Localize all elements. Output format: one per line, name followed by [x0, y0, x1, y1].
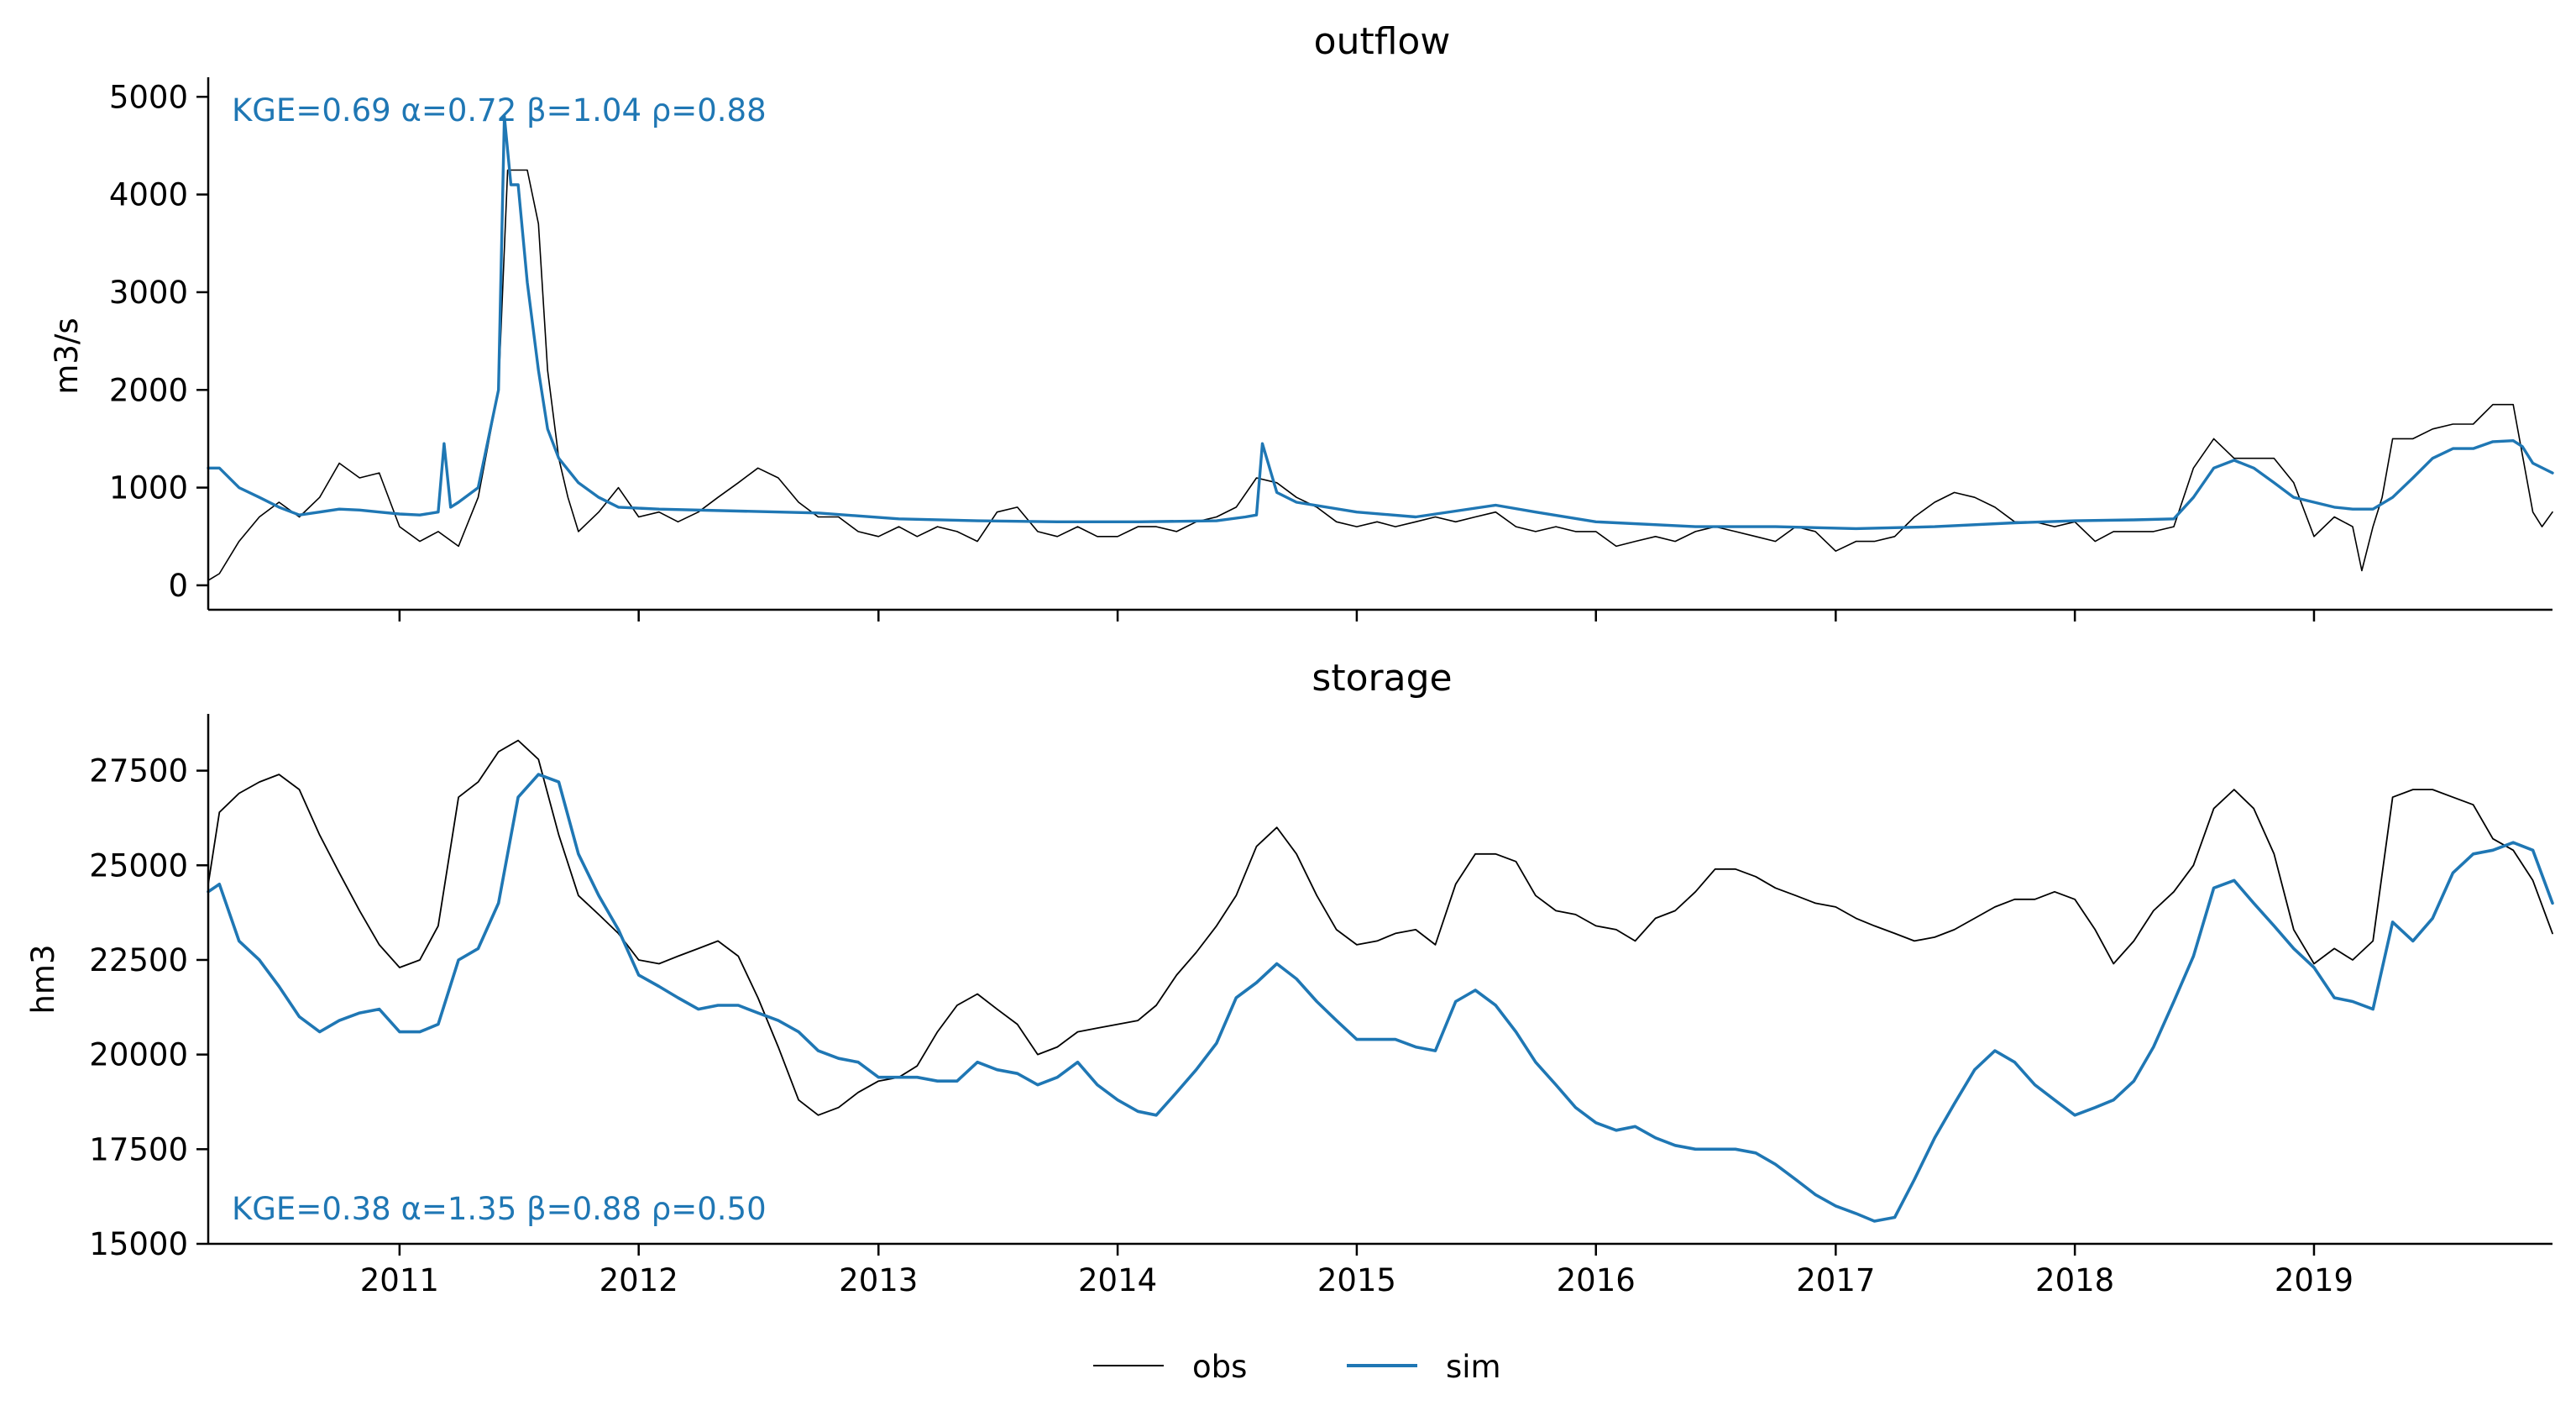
storage-y-ticks: 15000 17500 20000 22500 25000 27500	[89, 753, 208, 1262]
storage-y-tick-label: 15000	[89, 1226, 188, 1262]
storage-x-tick-label: 2013	[839, 1262, 918, 1298]
storage-y-tick-label: 20000	[89, 1037, 188, 1073]
outflow-y-axis-label: m3/s	[49, 317, 85, 394]
storage-y-tick-label: 17500	[89, 1131, 188, 1167]
storage-x-tick-label: 2017	[1796, 1262, 1875, 1298]
outflow-y-ticks: 0 1000 2000 3000 4000 5000	[109, 79, 208, 604]
outflow-y-tick-label: 1000	[109, 470, 188, 506]
legend: obs sim	[1093, 1349, 1501, 1385]
outflow-y-tick-label: 0	[168, 568, 188, 604]
storage-series-sim-line	[207, 773, 2554, 1223]
outflow-y-tick-label: 5000	[109, 79, 188, 115]
storage-x-tick-label: 2014	[1078, 1262, 1157, 1298]
storage-x-tick-label: 2011	[360, 1262, 439, 1298]
storage-y-tick-label: 25000	[89, 847, 188, 884]
storage-x-tick-label: 2016	[1557, 1262, 1636, 1298]
storage-x-tick-label: 2015	[1317, 1262, 1396, 1298]
outflow-y-tick-label: 3000	[109, 275, 188, 311]
storage-series-lines	[207, 739, 2554, 1223]
outflow-metrics-annotation: KGE=0.69 α=0.72 β=1.04 ρ=0.88	[232, 92, 767, 128]
outflow-series-obs-line	[207, 169, 2553, 581]
storage-y-tick-label: 27500	[89, 753, 188, 789]
outflow-title: outflow	[1314, 20, 1451, 63]
storage-x-tick-label: 2018	[2035, 1262, 2114, 1298]
outflow-series-lines	[207, 114, 2554, 581]
storage-metrics-annotation: KGE=0.38 α=1.35 β=0.88 ρ=0.50	[232, 1191, 767, 1227]
storage-x-ticks: 2011 2012 2013 2014 2015 2016 2017 2018 2019	[360, 1244, 2353, 1298]
storage-y-tick-label: 22500	[89, 942, 188, 978]
legend-sim-label: sim	[1446, 1349, 1501, 1385]
outflow-y-tick-label: 4000	[109, 177, 188, 213]
storage-series-obs-line	[207, 739, 2553, 1116]
storage-panel: storage hm3 15000 17500 20000 22500 25000 275…	[25, 657, 2554, 1298]
storage-x-tick-label: 2019	[2275, 1262, 2353, 1298]
outflow-panel: outflow m3/s 0 1000 2000 3000 4000 5000 KGE=0…	[49, 20, 2554, 621]
legend-obs-label: obs	[1192, 1349, 1247, 1385]
storage-x-tick-label: 2012	[599, 1262, 678, 1298]
outflow-y-tick-label: 2000	[109, 372, 188, 408]
storage-title: storage	[1312, 657, 1452, 700]
outflow-x-ticks	[398, 610, 2316, 621]
outflow-series-sim-line	[207, 114, 2554, 531]
storage-y-axis-label: hm3	[25, 944, 61, 1014]
